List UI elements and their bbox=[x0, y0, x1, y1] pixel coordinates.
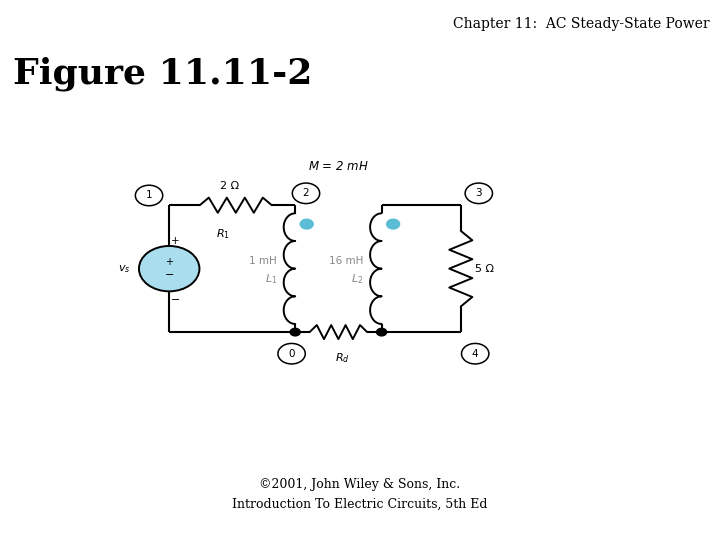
Text: 5 Ω: 5 Ω bbox=[475, 264, 494, 274]
Text: $L_2$: $L_2$ bbox=[351, 273, 364, 286]
Text: −: − bbox=[171, 295, 181, 305]
Text: 1: 1 bbox=[145, 191, 153, 200]
Circle shape bbox=[139, 246, 199, 292]
Text: $R_d$: $R_d$ bbox=[335, 352, 349, 366]
Text: $R_1$: $R_1$ bbox=[216, 227, 230, 241]
Text: $L_1$: $L_1$ bbox=[265, 273, 277, 286]
Text: 16 mH: 16 mH bbox=[329, 255, 364, 266]
Text: 0: 0 bbox=[288, 349, 295, 359]
Text: $v_s$: $v_s$ bbox=[118, 263, 130, 274]
Text: 4: 4 bbox=[472, 349, 479, 359]
Circle shape bbox=[300, 219, 313, 229]
Text: $M$ = 2 mH: $M$ = 2 mH bbox=[308, 160, 369, 173]
Circle shape bbox=[290, 328, 300, 336]
Text: 2: 2 bbox=[302, 188, 310, 198]
Text: Chapter 11:  AC Steady-State Power: Chapter 11: AC Steady-State Power bbox=[453, 17, 709, 31]
Text: 3: 3 bbox=[475, 188, 482, 198]
Text: ©2001, John Wiley & Sons, Inc.
Introduction To Electric Circuits, 5th Ed: ©2001, John Wiley & Sons, Inc. Introduct… bbox=[233, 478, 487, 510]
Text: +: + bbox=[171, 235, 180, 246]
Text: 1 mH: 1 mH bbox=[249, 255, 277, 266]
Text: 2 Ω: 2 Ω bbox=[220, 181, 240, 191]
Circle shape bbox=[377, 328, 387, 336]
Text: Figure 11.11-2: Figure 11.11-2 bbox=[13, 57, 312, 91]
Text: −: − bbox=[164, 270, 174, 280]
Circle shape bbox=[387, 219, 400, 229]
Text: +: + bbox=[165, 257, 174, 267]
